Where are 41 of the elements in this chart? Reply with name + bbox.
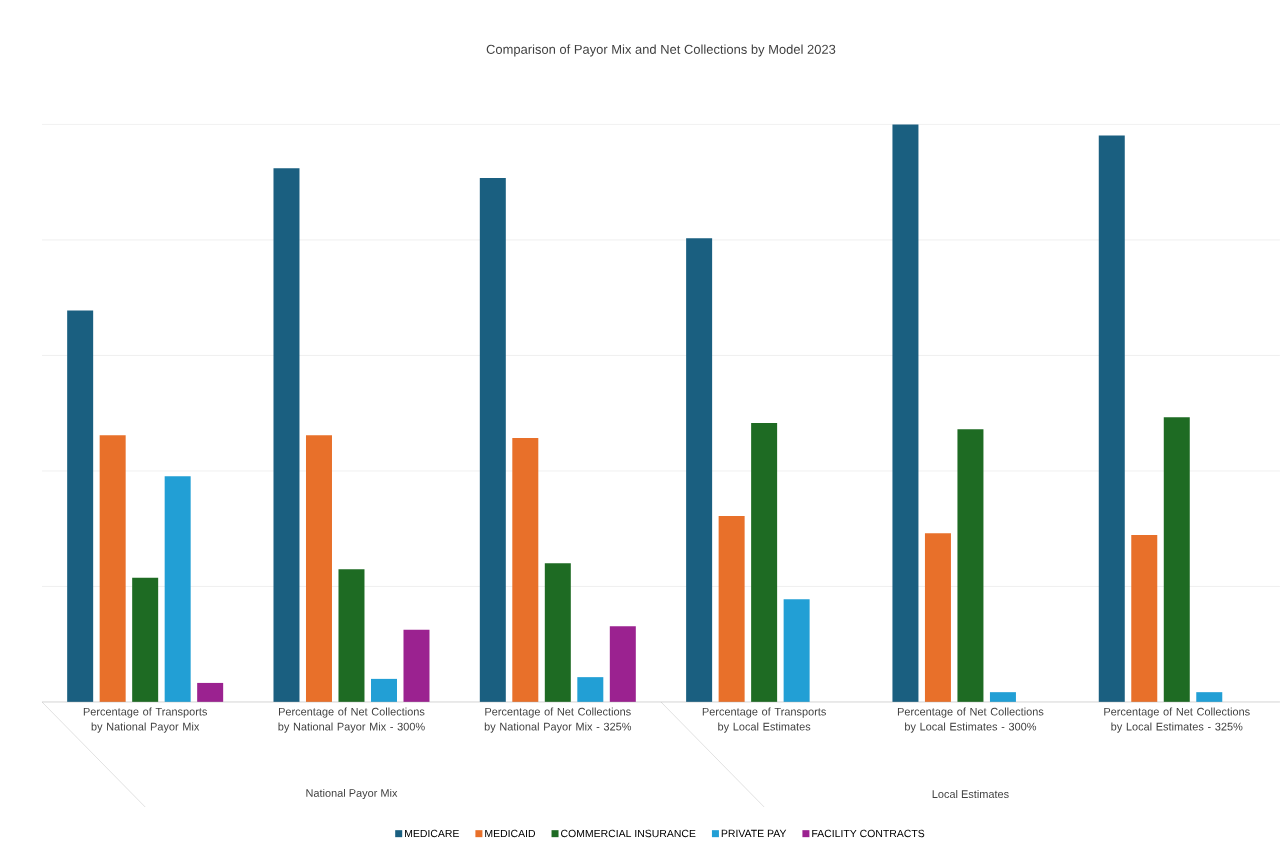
x-tick-label: Percentage of Transports by Local Estimates — [702, 707, 826, 733]
bar — [67, 310, 94, 702]
bar — [403, 629, 430, 702]
bar — [164, 476, 191, 702]
bar — [924, 533, 951, 702]
bar — [273, 168, 300, 702]
x-tick-label: Percentage of Transports by National Payor Mix — [83, 707, 207, 733]
bar — [99, 435, 126, 702]
chart-title: Comparison of Payor Mix and Net Collections by Model 2023 — [486, 44, 836, 57]
bar — [751, 423, 778, 702]
bar — [132, 577, 159, 702]
bar — [305, 435, 332, 702]
bar — [1098, 135, 1125, 702]
bar — [718, 516, 745, 702]
legend-label: COMMERCIAL INSURANCE — [561, 829, 696, 838]
bar — [1163, 417, 1190, 702]
bar — [783, 599, 810, 702]
bar — [892, 124, 919, 702]
x-tick-label: Percentage of Net Collections by National Payor Mix - 325% — [484, 707, 632, 733]
bar — [989, 692, 1016, 702]
x-tick-label: Percentage of Net Collections by National Payor Mix - 300% — [278, 707, 425, 733]
bar — [370, 678, 397, 702]
text: National Payor Mix — [306, 788, 398, 800]
x-tick-label: Percentage of Net Collections by Local Estimates - 325% — [1104, 707, 1250, 733]
bar — [1131, 535, 1158, 702]
legend-label: MEDICAID — [485, 829, 536, 838]
bar — [197, 682, 224, 702]
legend-label: MEDICARE — [405, 829, 459, 838]
text: Local Estimates — [932, 789, 1009, 799]
bar — [1196, 692, 1223, 702]
legend-label: PRIVATE PAY — [721, 829, 787, 838]
bar — [577, 677, 604, 702]
bar — [512, 438, 539, 702]
bar — [686, 238, 713, 702]
bar — [338, 569, 365, 702]
x-tick-label: Percentage of Net Collections by Local Estimates - 300% — [897, 707, 1044, 733]
bar — [544, 563, 571, 702]
bar — [479, 178, 506, 702]
bar — [609, 626, 636, 702]
legend-label: FACILITY CONTRACTS — [812, 829, 925, 838]
bar — [957, 429, 984, 702]
